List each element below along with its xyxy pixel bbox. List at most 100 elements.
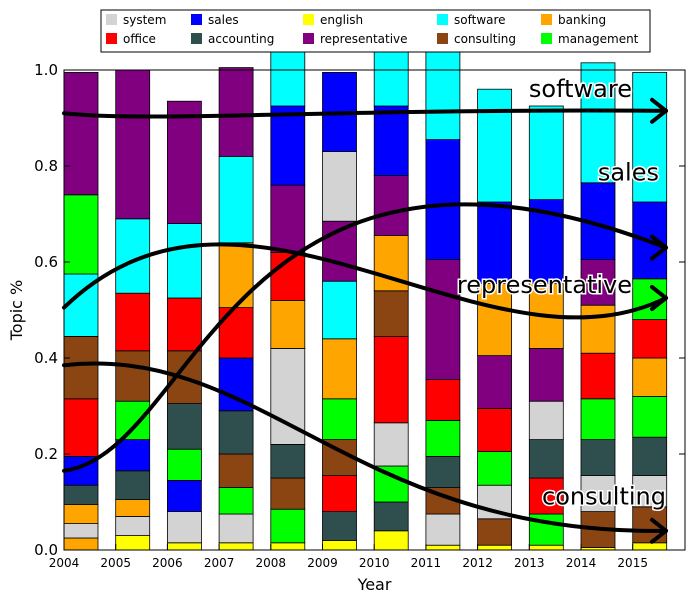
bar-segment-system-2005 bbox=[115, 516, 151, 537]
bar-segment-english-2010 bbox=[373, 530, 409, 551]
bar-segment-sales-2005 bbox=[115, 439, 151, 472]
bar-segment-management-2006 bbox=[166, 448, 202, 481]
bar-segment-consulting-2005 bbox=[115, 350, 151, 402]
bar-segment-management-2005 bbox=[115, 400, 151, 441]
annotation-consulting: consulting bbox=[542, 482, 666, 510]
bar-segment-banking-2007 bbox=[218, 242, 254, 309]
legend-swatch-software bbox=[437, 14, 448, 25]
x-tick-label-2010: 2010 bbox=[359, 556, 390, 570]
bar-segment-banking-2012 bbox=[477, 283, 513, 357]
bar-segment-management-2007 bbox=[218, 487, 254, 515]
bar-segment-office-2005 bbox=[115, 292, 151, 352]
bar-segment-banking-2004 bbox=[63, 537, 99, 551]
bar-segment-representative-2013 bbox=[528, 347, 564, 402]
x-axis-label: Year bbox=[357, 575, 392, 594]
x-tick-label-2005: 2005 bbox=[100, 556, 131, 570]
bar-segment-software-2013 bbox=[528, 105, 564, 200]
bar-segment-management-2014 bbox=[580, 398, 616, 440]
bar-segment-software-2015 bbox=[632, 72, 668, 203]
legend-label-banking: banking bbox=[558, 13, 606, 27]
bar-segment-representative-2008 bbox=[270, 184, 306, 253]
y-tick-label: 0.0 bbox=[34, 541, 58, 559]
trend-arrow-layer bbox=[62, 97, 668, 544]
arrow-head-consulting bbox=[650, 517, 668, 544]
bar-segment-accounting-2008 bbox=[270, 443, 306, 479]
bar-segment-representative-2011 bbox=[425, 259, 461, 381]
legend-label-software: software bbox=[454, 13, 506, 27]
bar-segment-office-2014 bbox=[580, 352, 616, 400]
legend-swatch-consulting bbox=[437, 33, 448, 44]
bar-segment-office-2004 bbox=[63, 398, 99, 457]
bar-segment-representative-2007 bbox=[218, 67, 254, 157]
bar-segment-consulting-2008 bbox=[270, 477, 306, 510]
y-axis-label: Topic % bbox=[7, 280, 26, 342]
bar-segment-software-2014 bbox=[580, 62, 616, 184]
bar-segment-representative-2010 bbox=[373, 175, 409, 237]
y-tick-label: 0.8 bbox=[34, 157, 58, 175]
bar-segment-software-2006 bbox=[166, 223, 202, 299]
legend-label-sales: sales bbox=[208, 13, 239, 27]
bar-segment-system-2008 bbox=[270, 347, 306, 445]
bar-segment-office-2009 bbox=[322, 475, 357, 513]
x-tick-label-2009: 2009 bbox=[307, 556, 338, 570]
legend-label-management: management bbox=[558, 32, 639, 46]
bar-segment-office-2012 bbox=[477, 407, 513, 452]
bar-segment-consulting-2010 bbox=[373, 290, 409, 337]
y-tick-label: 0.6 bbox=[34, 253, 58, 271]
annotation-layer: software sales representative consulting bbox=[455, 73, 667, 512]
bar-segment-office-2006 bbox=[166, 297, 202, 352]
legend-swatch-office bbox=[106, 33, 117, 44]
x-tick-label-2012: 2012 bbox=[462, 556, 493, 570]
legend: system office sales accounting english repres… bbox=[100, 9, 651, 53]
bar-segment-system-2007 bbox=[218, 513, 254, 544]
bar-segment-banking-2005 bbox=[115, 499, 151, 517]
bar-segment-system-2004 bbox=[63, 523, 99, 539]
bar-segment-accounting-2011 bbox=[425, 455, 461, 488]
bar-segment-system-2006 bbox=[166, 511, 202, 544]
bar-segment-banking-2014 bbox=[580, 304, 616, 354]
x-tick-label-2008: 2008 bbox=[256, 556, 287, 570]
bar-segment-sales-2011 bbox=[425, 139, 461, 261]
bar-segment-english-2012 bbox=[477, 544, 513, 551]
bar-segment-office-2013 bbox=[528, 477, 564, 515]
bar-segment-management-2011 bbox=[425, 419, 461, 457]
bar-segment-banking-2008 bbox=[270, 299, 306, 349]
legend-swatch-system bbox=[106, 14, 117, 25]
legend-label-representative: representative bbox=[320, 32, 408, 46]
bar-segment-english-2013 bbox=[528, 544, 564, 551]
legend-swatch-representative bbox=[303, 33, 314, 44]
bar-segment-english-2006 bbox=[166, 542, 202, 551]
bar-segment-system-2013 bbox=[528, 400, 564, 441]
legend-label-system: system bbox=[123, 13, 166, 27]
legend-label-office: office bbox=[123, 32, 156, 46]
arrow-head-sales bbox=[650, 234, 668, 261]
bar-segment-software-2012 bbox=[477, 88, 513, 203]
x-tick-label-2004: 2004 bbox=[49, 556, 80, 570]
bar-segment-management-2015 bbox=[632, 395, 668, 438]
bar-segment-software-2011 bbox=[425, 38, 461, 141]
x-tick-label-2014: 2014 bbox=[566, 556, 597, 570]
x-tick-label-2006: 2006 bbox=[152, 556, 183, 570]
bar-segment-office-2010 bbox=[373, 335, 409, 424]
legend-label-accounting: accounting bbox=[208, 32, 274, 46]
bar-segment-banking-2004 bbox=[63, 503, 99, 524]
x-tick-label-2015: 2015 bbox=[617, 556, 648, 570]
bar-segment-accounting-2007 bbox=[218, 410, 254, 455]
legend-swatch-banking bbox=[541, 14, 552, 25]
x-axis: 2004 2005 2006 2007 2008 2009 2010 2011 2012 2013… bbox=[49, 544, 648, 570]
bar-segment-representative-2012 bbox=[477, 355, 513, 409]
bar-segment-accounting-2004 bbox=[63, 484, 99, 505]
bar-segment-system-2011 bbox=[425, 513, 461, 546]
bar-segment-system-2010 bbox=[373, 422, 409, 467]
bar-segment-sales-2012 bbox=[477, 201, 513, 284]
bar-segment-software-2009 bbox=[322, 280, 357, 340]
bar-segment-representative-2005 bbox=[115, 69, 151, 220]
bar-segment-system-2009 bbox=[322, 151, 357, 222]
bar-segment-english-2011 bbox=[425, 544, 461, 551]
bar-segment-system-2014 bbox=[580, 475, 616, 513]
bar-segment-accounting-2014 bbox=[580, 439, 616, 477]
arrow-head-software bbox=[650, 97, 668, 124]
bar-segment-representative-2014 bbox=[580, 259, 616, 306]
bar-segment-sales-2008 bbox=[270, 105, 306, 186]
